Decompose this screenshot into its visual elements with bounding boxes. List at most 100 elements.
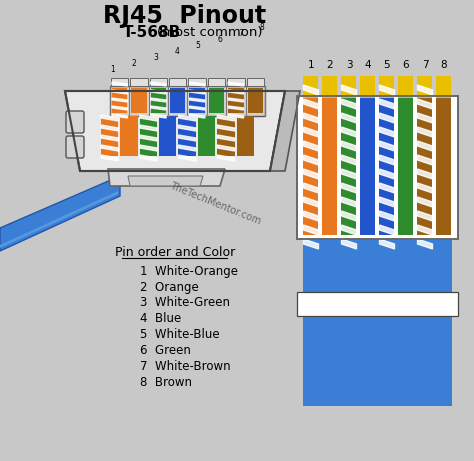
Polygon shape xyxy=(101,125,118,131)
Polygon shape xyxy=(128,176,203,186)
Polygon shape xyxy=(101,145,118,151)
Bar xyxy=(341,98,356,235)
Polygon shape xyxy=(65,91,285,171)
Text: Pin order and Color: Pin order and Color xyxy=(115,246,235,259)
Polygon shape xyxy=(217,125,235,131)
FancyBboxPatch shape xyxy=(66,136,84,158)
Bar xyxy=(303,228,452,256)
Polygon shape xyxy=(418,197,432,207)
Bar xyxy=(303,76,319,98)
Text: 7: 7 xyxy=(238,29,243,38)
Bar xyxy=(170,88,185,113)
Polygon shape xyxy=(151,82,166,86)
Text: 3: 3 xyxy=(346,60,352,70)
Polygon shape xyxy=(179,115,196,121)
Bar xyxy=(198,116,215,156)
Bar xyxy=(209,88,224,113)
Polygon shape xyxy=(303,99,319,109)
Text: 1: 1 xyxy=(308,60,314,70)
Polygon shape xyxy=(151,98,166,102)
Bar xyxy=(247,88,263,113)
Polygon shape xyxy=(418,127,432,137)
Polygon shape xyxy=(140,125,157,131)
Polygon shape xyxy=(101,155,118,161)
Text: 2: 2 xyxy=(132,59,137,68)
Bar xyxy=(418,98,432,235)
Bar xyxy=(246,78,264,86)
Polygon shape xyxy=(341,183,356,193)
Polygon shape xyxy=(418,211,432,221)
Polygon shape xyxy=(0,191,118,248)
FancyBboxPatch shape xyxy=(66,111,84,133)
Bar xyxy=(380,98,394,235)
Polygon shape xyxy=(380,85,394,95)
Polygon shape xyxy=(380,197,394,207)
Polygon shape xyxy=(380,183,394,193)
Polygon shape xyxy=(380,225,394,235)
Polygon shape xyxy=(140,115,157,121)
Polygon shape xyxy=(112,82,128,86)
Polygon shape xyxy=(303,197,319,207)
Polygon shape xyxy=(303,155,319,165)
Polygon shape xyxy=(270,91,300,171)
Text: 7: 7 xyxy=(422,60,428,70)
Bar xyxy=(150,78,167,86)
Bar xyxy=(399,76,413,98)
Polygon shape xyxy=(112,106,128,110)
Bar xyxy=(399,98,413,235)
Text: 5: 5 xyxy=(196,41,201,50)
Polygon shape xyxy=(303,239,319,249)
Polygon shape xyxy=(418,99,432,109)
Polygon shape xyxy=(303,85,319,95)
Bar xyxy=(341,76,356,98)
Polygon shape xyxy=(190,82,205,86)
Text: 7  White-Brown: 7 White-Brown xyxy=(140,361,231,373)
Polygon shape xyxy=(380,141,394,151)
Bar xyxy=(303,98,319,235)
Bar xyxy=(228,88,244,113)
Polygon shape xyxy=(179,155,196,161)
Bar xyxy=(227,78,245,86)
Polygon shape xyxy=(341,225,356,235)
Polygon shape xyxy=(380,169,394,179)
Bar xyxy=(297,292,458,316)
Bar xyxy=(130,78,148,86)
Polygon shape xyxy=(341,197,356,207)
Text: 3: 3 xyxy=(153,53,158,62)
Text: 2: 2 xyxy=(327,60,333,70)
Bar xyxy=(380,76,394,98)
Bar xyxy=(140,116,157,156)
Polygon shape xyxy=(190,114,205,118)
Bar xyxy=(437,98,452,235)
Text: 4: 4 xyxy=(365,60,371,70)
Text: 1  White-Orange: 1 White-Orange xyxy=(140,265,238,278)
Bar xyxy=(111,78,128,86)
Polygon shape xyxy=(228,114,244,118)
Bar xyxy=(179,116,196,156)
Polygon shape xyxy=(228,90,244,94)
Polygon shape xyxy=(418,85,432,95)
Polygon shape xyxy=(101,115,118,121)
Polygon shape xyxy=(341,113,356,123)
Text: 8: 8 xyxy=(260,23,264,32)
Text: 5  White-Blue: 5 White-Blue xyxy=(140,329,219,342)
Text: 3  White-Green: 3 White-Green xyxy=(140,296,230,309)
Polygon shape xyxy=(190,90,205,94)
Text: 6: 6 xyxy=(217,35,222,44)
Bar xyxy=(418,76,432,98)
Bar xyxy=(101,116,118,156)
Polygon shape xyxy=(418,183,432,193)
Polygon shape xyxy=(101,135,118,141)
Polygon shape xyxy=(303,141,319,151)
Text: (most common): (most common) xyxy=(157,26,263,40)
Bar xyxy=(151,88,166,113)
Polygon shape xyxy=(217,115,235,121)
Polygon shape xyxy=(418,155,432,165)
Polygon shape xyxy=(341,169,356,179)
Polygon shape xyxy=(380,113,394,123)
Bar xyxy=(297,96,458,239)
Polygon shape xyxy=(418,225,432,235)
Polygon shape xyxy=(140,145,157,151)
Polygon shape xyxy=(112,98,128,102)
Polygon shape xyxy=(341,99,356,109)
